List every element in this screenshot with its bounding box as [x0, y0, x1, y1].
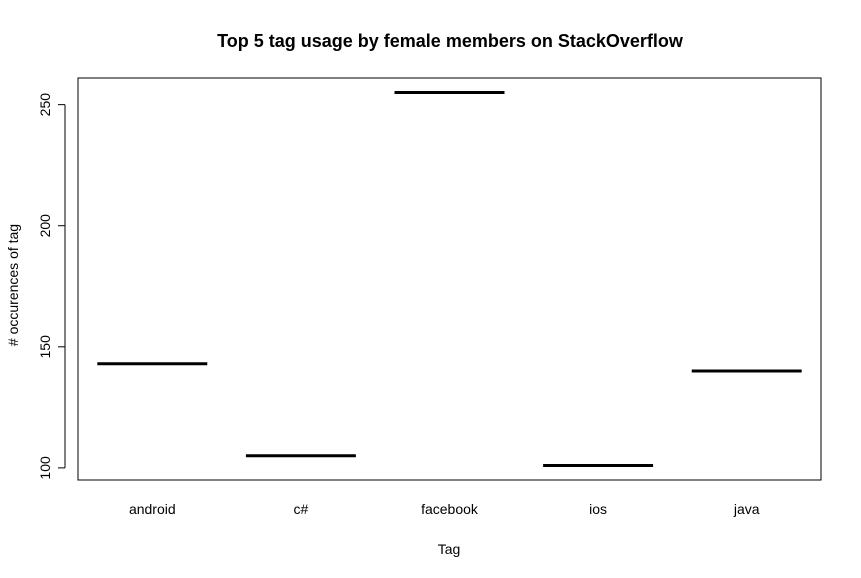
- x-tick-label: android: [129, 501, 176, 517]
- x-tick-label: facebook: [421, 501, 479, 517]
- chart-title: Top 5 tag usage by female members on Sta…: [217, 31, 684, 51]
- y-tick-label: 100: [37, 456, 53, 480]
- series-markers: [97, 91, 802, 467]
- y-tick-label: 150: [37, 335, 53, 359]
- y-tick-label: 250: [37, 93, 53, 117]
- x-axis: android c# facebook ios java: [129, 501, 760, 517]
- x-axis-label: Tag: [438, 541, 461, 557]
- y-tick-label: 200: [37, 214, 53, 238]
- x-tick-label: c#: [294, 501, 309, 517]
- x-tick-label: java: [733, 501, 760, 517]
- x-tick-label: ios: [589, 501, 607, 517]
- plot-area-frame: [77, 77, 822, 481]
- y-axis: 100 150 200 250: [37, 93, 66, 480]
- y-axis-label: # occurences of tag: [5, 224, 21, 346]
